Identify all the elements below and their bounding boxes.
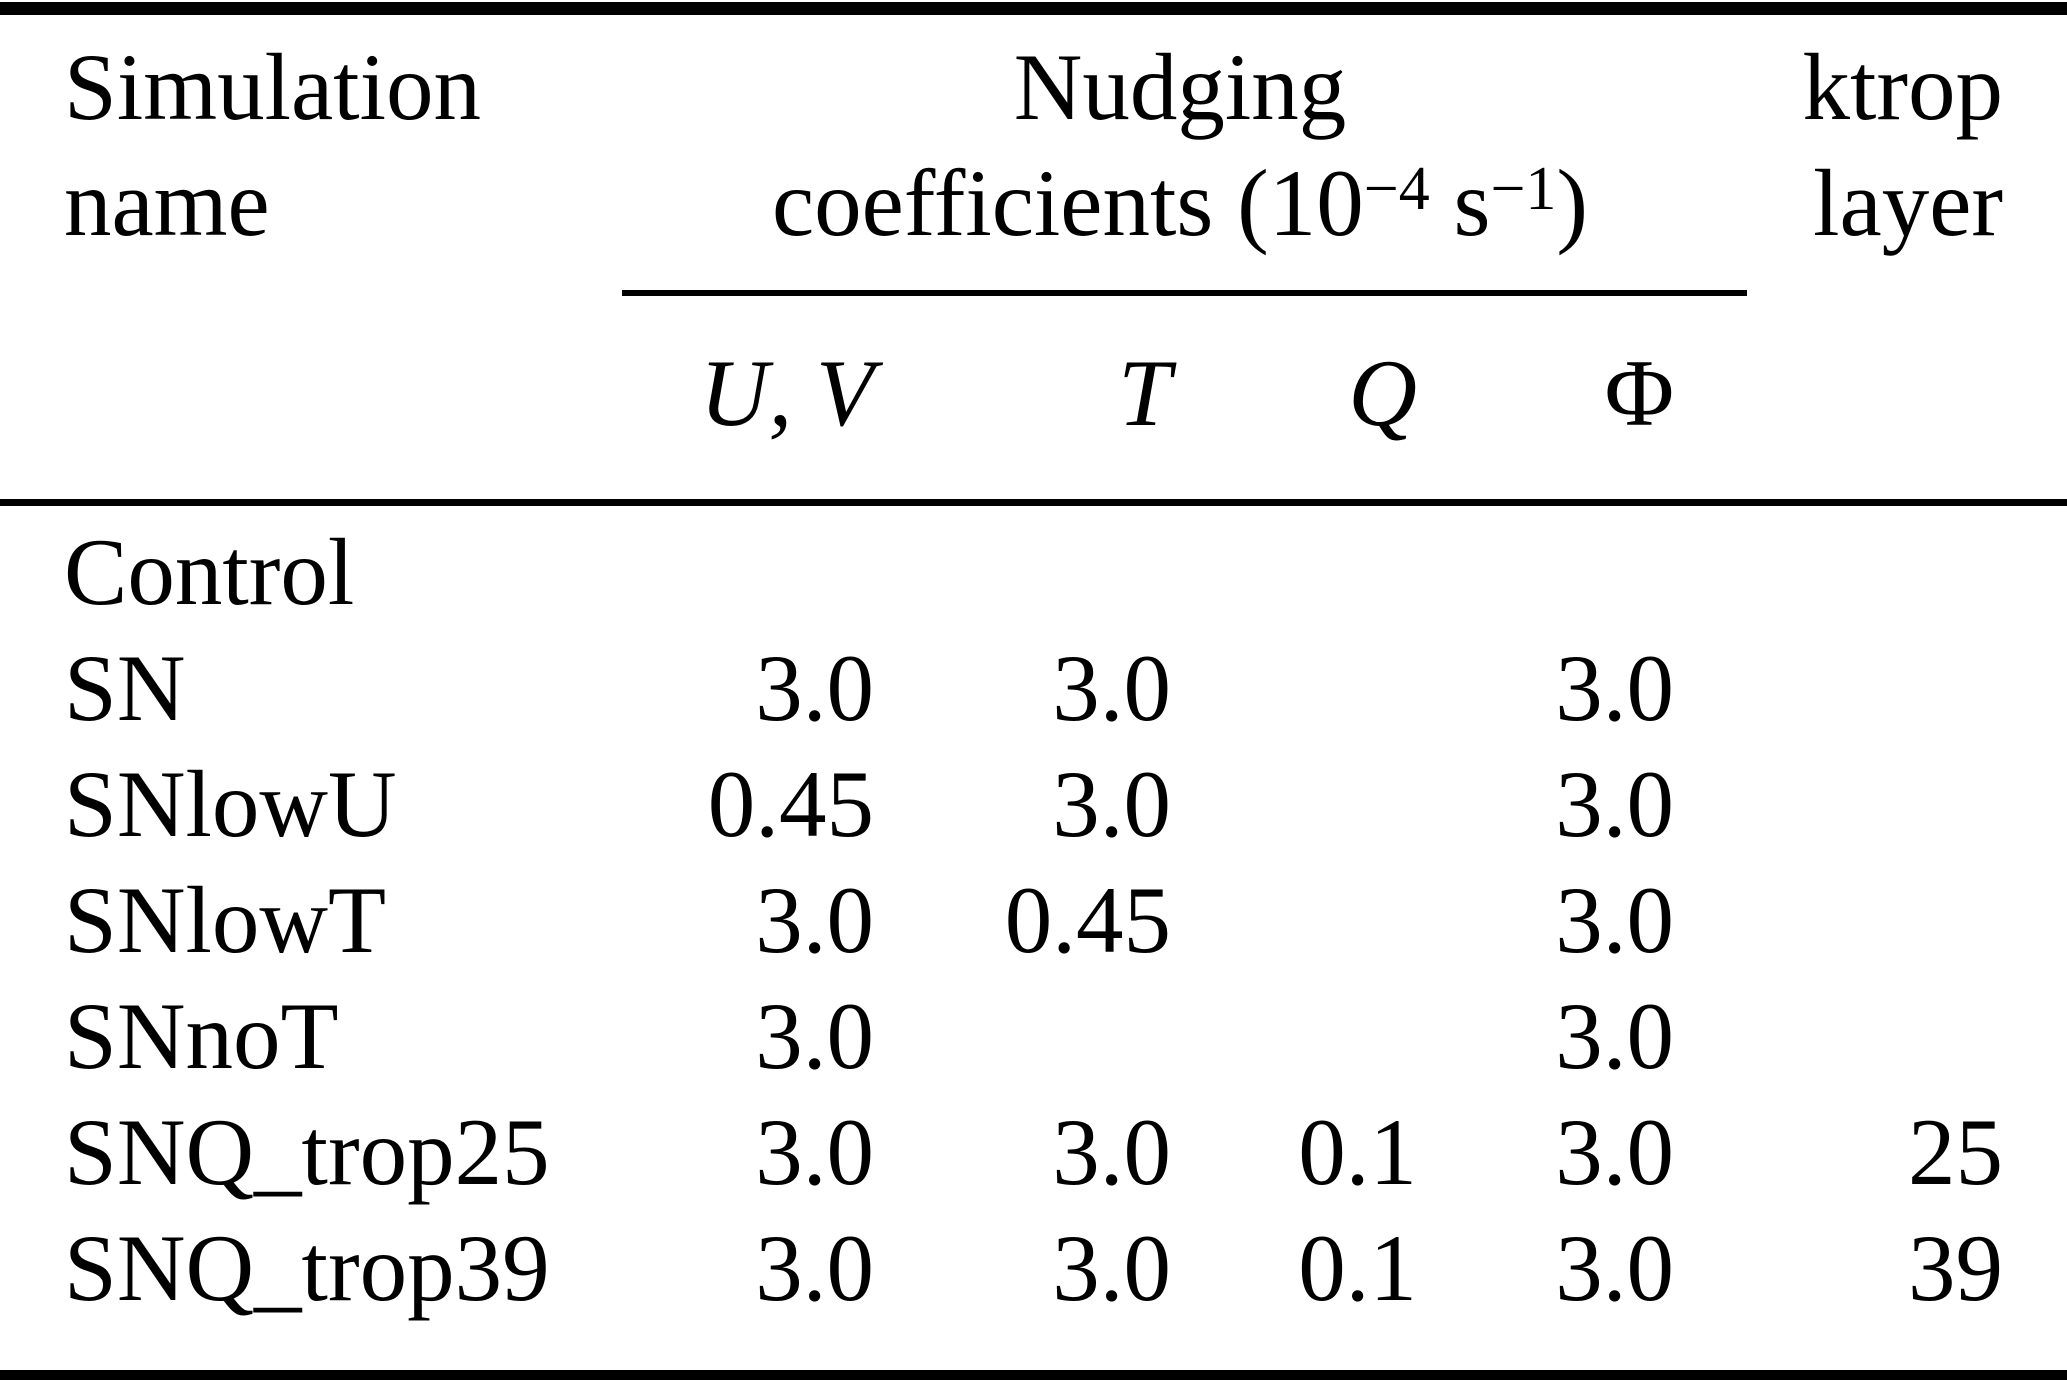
cell-t: 3.0: [1052, 1215, 1171, 1321]
cell-t: 3.0: [1052, 635, 1171, 741]
col-header-nudging-line2: coefficients (10−4 s−1): [686, 145, 1674, 261]
cell-simulation-name: SNlowU: [64, 751, 397, 857]
cell-simulation-name: SNQ_trop39: [64, 1215, 550, 1321]
cell-uv: 3.0: [755, 635, 874, 741]
col-header-t: T: [874, 289, 1171, 506]
header-spacer-right: [1674, 289, 2067, 506]
cell-q: [1171, 630, 1417, 746]
header-spacer-left: [0, 289, 600, 506]
table-row: Control: [0, 503, 2067, 631]
cell-phi: 3.0: [1555, 635, 1675, 741]
header-group-row: Simulation name Nudging coefficients (10…: [0, 9, 2067, 290]
table-row: SN 3.0 3.0 3.0: [0, 630, 2067, 746]
col-header-nudging-coefficients: Nudging coefficients (10−4 s−1): [600, 9, 1674, 290]
cell-q: [1171, 978, 1417, 1094]
col-header-ktrop-layer: ktrop layer: [1674, 9, 2067, 290]
cell-phi: 3.0: [1555, 1099, 1675, 1205]
cell-phi: 3.0: [1555, 983, 1675, 1089]
cell-t: 3.0: [1052, 1099, 1171, 1205]
cell-q: 0.1: [1298, 1099, 1417, 1205]
coeff-close-paren: ): [1556, 150, 1589, 256]
cell-phi: [1417, 503, 1674, 631]
coeff-exponent-1: −1: [1490, 154, 1557, 223]
nudging-subcolumn-rule: [622, 290, 1747, 296]
col-header-simulation-line1: Simulation: [64, 34, 481, 140]
cell-t: 0.45: [1004, 867, 1171, 973]
coeff-text: coefficients (10: [771, 150, 1364, 256]
col-header-nudging-line1: Nudging: [1013, 34, 1347, 140]
col-header-simulation-line2: name: [64, 150, 270, 256]
cell-uv: [600, 503, 874, 631]
cell-simulation-name: SNnoT: [64, 983, 339, 1089]
cell-q: 0.1: [1298, 1215, 1417, 1321]
coeff-exponent-4: −4: [1363, 154, 1430, 223]
coeff-unit: s: [1429, 150, 1491, 256]
table-row: SNlowU 0.45 3.0 3.0: [0, 746, 2067, 862]
cell-ktrop: [1674, 630, 2067, 746]
cell-q: [1171, 503, 1417, 631]
cell-uv: 3.0: [755, 1215, 874, 1321]
cell-phi: 3.0: [1555, 751, 1675, 857]
cell-t: [874, 978, 1171, 1094]
cell-uv: 3.0: [755, 867, 874, 973]
cell-t: 3.0: [1052, 751, 1171, 857]
cell-ktrop: 25: [1908, 1099, 2004, 1205]
table-row: SNnoT 3.0 3.0: [0, 978, 2067, 1094]
col-header-q: Q: [1171, 289, 1417, 506]
col-header-ktrop-line2: layer: [1813, 150, 2004, 256]
cell-uv: 0.45: [707, 751, 874, 857]
cell-simulation-name: SN: [64, 635, 186, 741]
table-row: SNQ_trop39 3.0 3.0 0.1 3.0 39: [0, 1210, 2067, 1375]
table-row: SNlowT 3.0 0.45 3.0: [0, 862, 2067, 978]
cell-ktrop: 39: [1908, 1215, 2004, 1321]
cell-simulation-name: SNQ_trop25: [64, 1099, 550, 1205]
cell-phi: 3.0: [1555, 1215, 1675, 1321]
cell-simulation-name: Control: [64, 519, 355, 625]
cell-ktrop: [1674, 978, 2067, 1094]
header-variable-row: U, V T Q Φ: [0, 289, 2067, 506]
cell-simulation-name: SNlowT: [64, 867, 386, 973]
cell-q: [1171, 746, 1417, 862]
cell-ktrop: [1674, 862, 2067, 978]
cell-q: [1171, 862, 1417, 978]
col-header-ktrop-line1: ktrop: [1802, 34, 2004, 140]
col-header-simulation-name: Simulation name: [0, 9, 600, 290]
cell-uv: 3.0: [755, 1099, 874, 1205]
col-header-uv: U, V: [600, 289, 874, 506]
cell-uv: 3.0: [755, 983, 874, 1089]
cell-phi: 3.0: [1555, 867, 1675, 973]
cell-ktrop: [1674, 503, 2067, 631]
col-header-phi: Φ: [1417, 289, 1675, 506]
table-row: SNQ_trop25 3.0 3.0 0.1 3.0 25: [0, 1094, 2067, 1210]
cell-ktrop: [1674, 746, 2067, 862]
cell-t: [874, 503, 1171, 631]
